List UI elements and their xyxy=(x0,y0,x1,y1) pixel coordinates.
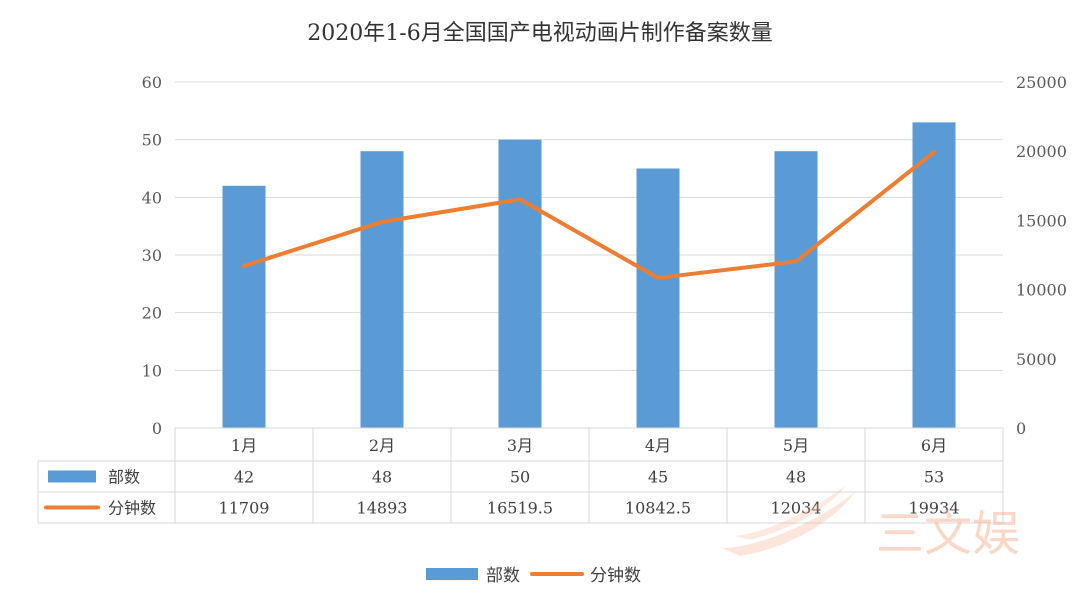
line-point-3 xyxy=(518,197,522,202)
bar-5 xyxy=(774,151,818,428)
bar-value-label: 48 xyxy=(786,468,806,487)
legend-label: 分钟数 xyxy=(590,566,641,586)
bar-value-label: 48 xyxy=(372,468,392,487)
watermark-text: 三文娱 xyxy=(876,506,1020,562)
left-tick-label: 10 xyxy=(142,361,162,380)
table-row-label: 分钟数 xyxy=(108,499,156,518)
line-value-label: 16519.5 xyxy=(487,499,553,518)
category-label: 4月 xyxy=(645,436,671,455)
bar-value-label: 50 xyxy=(510,468,530,487)
bar-value-label: 53 xyxy=(924,468,944,487)
line-point-4 xyxy=(656,275,660,280)
line-point-1 xyxy=(242,263,246,268)
right-tick-label: 10000 xyxy=(1016,281,1067,300)
category-label: 3月 xyxy=(507,436,533,455)
left-tick-label: 40 xyxy=(142,188,162,207)
left-tick-label: 20 xyxy=(142,304,162,323)
category-label: 5月 xyxy=(783,436,809,455)
bar-6 xyxy=(912,122,956,428)
right-axis-ticks: 0 5000 10000 15000 20000 25000 xyxy=(1016,73,1067,438)
line-point-5 xyxy=(794,259,798,264)
left-tick-label: 50 xyxy=(142,131,162,150)
chart-title: 2020年1-6月全国国产电视动画片制作备案数量 xyxy=(307,21,772,46)
line-series xyxy=(242,150,936,280)
line-value-label: 12034 xyxy=(771,499,822,518)
line-point-6 xyxy=(932,150,936,155)
left-axis-ticks: 0 10 20 30 40 50 60 xyxy=(142,73,162,438)
watermark: 三文娱 xyxy=(722,486,1020,562)
legend-key-bar xyxy=(426,568,478,580)
gridlines xyxy=(175,81,1003,371)
right-tick-label: 5000 xyxy=(1016,350,1057,369)
bar-4 xyxy=(636,168,680,428)
left-tick-label: 30 xyxy=(142,246,162,265)
line-path xyxy=(242,150,936,280)
bar-1 xyxy=(222,185,266,428)
table-row-label: 部数 xyxy=(108,468,140,487)
line-value-label: 14893 xyxy=(357,499,408,518)
bar-value-label: 42 xyxy=(234,468,254,487)
bar-series xyxy=(222,122,956,428)
bar-2 xyxy=(360,151,404,428)
category-label: 6月 xyxy=(921,436,947,455)
bar-value-label: 45 xyxy=(648,468,668,487)
right-tick-label: 20000 xyxy=(1016,142,1067,161)
category-label: 1月 xyxy=(231,436,257,455)
right-tick-label: 0 xyxy=(1016,419,1026,438)
table-key-bar xyxy=(48,470,96,483)
watermark-logo-icon xyxy=(735,486,845,540)
watermark-logo-icon xyxy=(722,492,855,556)
line-value-label: 19934 xyxy=(909,499,960,518)
legend: 部数 分钟数 xyxy=(426,566,641,586)
category-label: 2月 xyxy=(369,436,395,455)
line-value-label: 11709 xyxy=(219,499,270,518)
line-point-2 xyxy=(380,219,384,224)
legend-label: 部数 xyxy=(486,566,520,586)
bar-3 xyxy=(498,139,542,428)
line-value-label: 10842.5 xyxy=(625,499,691,518)
left-tick-label: 0 xyxy=(152,419,162,438)
right-tick-label: 25000 xyxy=(1016,73,1067,92)
left-tick-label: 60 xyxy=(142,73,162,92)
right-tick-label: 15000 xyxy=(1016,211,1067,230)
